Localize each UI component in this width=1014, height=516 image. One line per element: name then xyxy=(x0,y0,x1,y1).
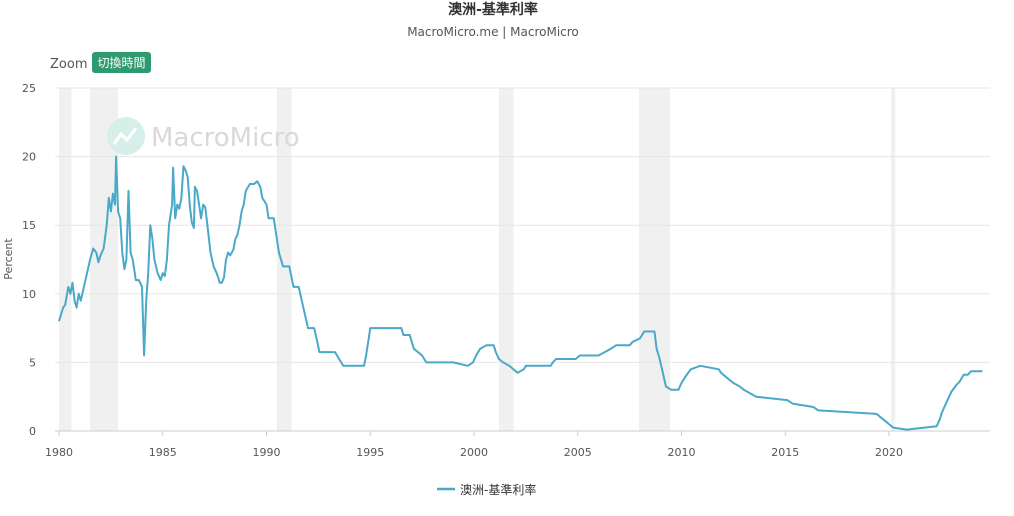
x-tick-label: 2020 xyxy=(875,446,903,459)
x-tick-label: 1980 xyxy=(45,446,73,459)
y-tick-label: 15 xyxy=(22,219,36,232)
recession-band xyxy=(498,88,514,431)
y-tick-label: 25 xyxy=(22,82,36,95)
x-tick-label: 2015 xyxy=(771,446,799,459)
recession-band xyxy=(638,88,671,431)
gridlines xyxy=(55,87,990,432)
x-tick-label: 1990 xyxy=(253,446,281,459)
legend[interactable]: 澳洲-基準利率 xyxy=(437,482,536,497)
watermark-logo-mark xyxy=(112,127,138,145)
zoom-label: Zoom xyxy=(50,57,87,72)
y-tick-label: 0 xyxy=(29,425,36,438)
series-line-0 xyxy=(58,155,983,431)
series-layer xyxy=(58,155,983,431)
watermark: MacroMicro xyxy=(107,117,300,155)
x-axis-ticks: 1980 1985 1990 1995 2000 2005 2010 2015 2020 xyxy=(45,431,903,459)
y-tick-label: 20 xyxy=(22,151,36,164)
recession-band xyxy=(891,88,896,431)
toggle-time-button-label[interactable]: 切換時間 xyxy=(97,56,145,70)
x-tick-label: 2010 xyxy=(668,446,696,459)
chart-subtitle: MacroMicro.me | MacroMicro xyxy=(407,25,579,39)
y-axis-ticks: 0 5 10 15 20 25 xyxy=(22,82,36,438)
legend-item-label[interactable]: 澳洲-基準利率 xyxy=(460,482,536,497)
toggle-time-button[interactable]: 切換時間 xyxy=(92,52,151,73)
y-tick-label: 10 xyxy=(22,288,36,301)
y-tick-label: 5 xyxy=(29,356,36,369)
x-tick-label: 2005 xyxy=(564,446,592,459)
x-tick-label: 1985 xyxy=(149,446,177,459)
chart-title: 澳洲-基準利率 xyxy=(448,1,538,18)
x-tick-label: 2000 xyxy=(460,446,488,459)
watermark-logo-icon xyxy=(107,117,145,155)
y-axis-title: Percent xyxy=(2,238,15,280)
x-tick-label: 1995 xyxy=(356,446,384,459)
watermark-text: MacroMicro xyxy=(151,123,300,153)
recession-band xyxy=(276,88,292,431)
recession-band xyxy=(59,88,72,431)
toggle-time-button-bg[interactable] xyxy=(92,52,151,73)
